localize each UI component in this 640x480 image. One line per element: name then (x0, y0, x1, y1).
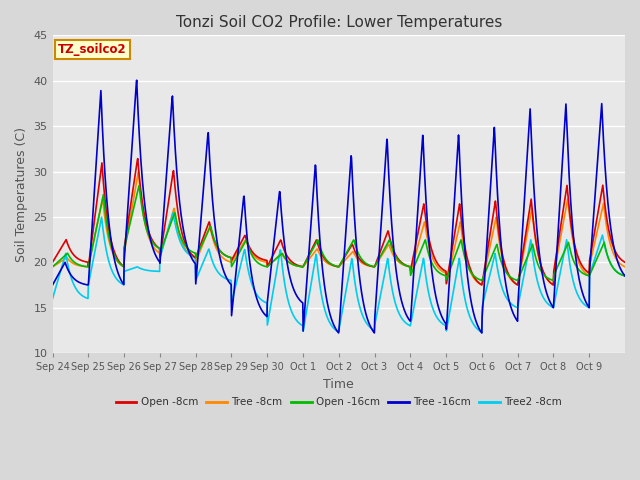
Open -16cm (308, 248, 316, 254)
Title: Tonzi Soil CO2 Profile: Lower Temperatures: Tonzi Soil CO2 Profile: Lower Temperatur… (175, 15, 502, 30)
Tree2 -8cm (308, 277, 316, 283)
Open -16cm (585, 273, 593, 279)
Tree -8cm (49, 264, 56, 270)
Open -8cm (550, 282, 557, 288)
Tree2 -8cm (585, 305, 593, 311)
Tree -8cm (60, 257, 67, 263)
Tree -16cm (621, 273, 629, 279)
Open -16cm (621, 273, 629, 279)
Open -8cm (308, 246, 316, 252)
Open -8cm (152, 242, 159, 248)
Tree -16cm (308, 211, 316, 217)
Tree2 -8cm (444, 322, 451, 328)
Line: Tree2 -8cm: Tree2 -8cm (52, 213, 625, 332)
Tree -16cm (133, 77, 141, 83)
Open -16cm (49, 264, 56, 270)
Tree2 -8cm (151, 268, 159, 274)
Tree -16cm (60, 263, 67, 268)
Text: TZ_soilco2: TZ_soilco2 (58, 43, 127, 56)
Open -8cm (49, 259, 56, 265)
Tree -16cm (152, 252, 159, 257)
Open -8cm (621, 259, 629, 265)
Open -16cm (444, 274, 451, 280)
Line: Tree -16cm: Tree -16cm (52, 80, 625, 333)
Tree -8cm (444, 276, 451, 282)
Tree -16cm (444, 309, 451, 315)
Open -16cm (135, 183, 143, 189)
Open -8cm (134, 156, 141, 161)
Open -16cm (342, 252, 349, 257)
Open -8cm (60, 241, 67, 247)
Tree -8cm (308, 253, 316, 259)
X-axis label: Time: Time (323, 378, 354, 391)
Tree2 -8cm (621, 273, 629, 279)
Open -16cm (60, 254, 67, 260)
Tree -16cm (342, 230, 349, 236)
Tree2 -8cm (478, 329, 486, 335)
Tree -8cm (550, 282, 557, 288)
Line: Tree -8cm: Tree -8cm (52, 172, 625, 285)
Line: Open -16cm: Open -16cm (52, 186, 625, 280)
Tree2 -8cm (342, 289, 349, 295)
Tree -8cm (152, 247, 159, 252)
Tree -16cm (585, 304, 593, 310)
Open -16cm (550, 277, 557, 283)
Open -8cm (585, 270, 593, 276)
Tree -16cm (478, 330, 486, 336)
Tree -16cm (49, 282, 56, 288)
Tree2 -8cm (49, 296, 56, 301)
Tree -8cm (585, 273, 593, 278)
Tree -8cm (342, 256, 349, 262)
Open -16cm (152, 243, 159, 249)
Tree2 -8cm (60, 259, 67, 264)
Line: Open -8cm: Open -8cm (52, 158, 625, 285)
Y-axis label: Soil Temperatures (C): Soil Temperatures (C) (15, 127, 28, 262)
Tree2 -8cm (170, 210, 177, 216)
Legend: Open -8cm, Tree -8cm, Open -16cm, Tree -16cm, Tree2 -8cm: Open -8cm, Tree -8cm, Open -16cm, Tree -… (111, 393, 566, 411)
Open -8cm (444, 274, 451, 280)
Tree -8cm (621, 264, 629, 270)
Open -8cm (342, 252, 349, 258)
Tree -8cm (134, 169, 142, 175)
